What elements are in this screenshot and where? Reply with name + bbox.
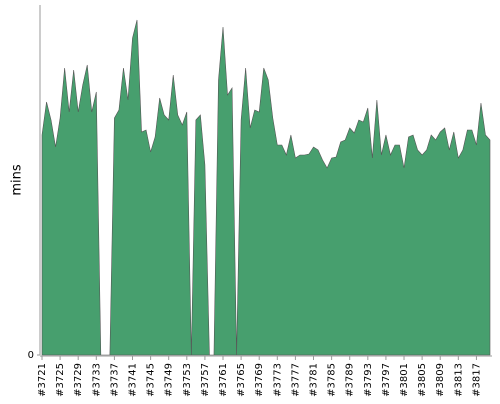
x-tick-label: #3753 — [182, 363, 193, 397]
x-tick-label: #3809 — [435, 363, 446, 397]
x-tick-label: #3729 — [73, 363, 84, 397]
x-tick-label: #3749 — [164, 363, 175, 397]
x-tick-label: #3789 — [345, 363, 356, 397]
x-tick-label: #3781 — [309, 363, 320, 397]
x-tick-label: #3765 — [236, 363, 247, 397]
x-tick-label: #3721 — [37, 363, 48, 397]
x-tick-label: #3757 — [200, 363, 211, 397]
x-tick-label: #3801 — [399, 363, 410, 397]
x-tick-label: #3805 — [417, 363, 428, 397]
x-tick-label: #3785 — [327, 363, 338, 397]
x-tick-label: #3733 — [91, 363, 102, 397]
x-tick-label: #3745 — [146, 363, 157, 397]
x-tick-label: #3793 — [363, 363, 374, 397]
x-tick-label: #3769 — [254, 363, 265, 397]
x-tick-label: #3741 — [128, 363, 139, 397]
x-tick-label: #3761 — [218, 363, 229, 397]
area — [41, 19, 491, 356]
x-tick-label: #3797 — [381, 363, 392, 397]
x-tick-label: #3777 — [290, 363, 301, 397]
x-tick-label: #3813 — [453, 363, 464, 397]
x-tick-label: #3737 — [109, 363, 120, 397]
x-tick-label: #3773 — [272, 363, 283, 397]
y-axis-label: mins — [10, 164, 25, 196]
x-tick-label: #3817 — [471, 363, 482, 397]
y-tick-label: 0 — [28, 350, 34, 361]
x-tick-label: #3725 — [55, 363, 66, 397]
